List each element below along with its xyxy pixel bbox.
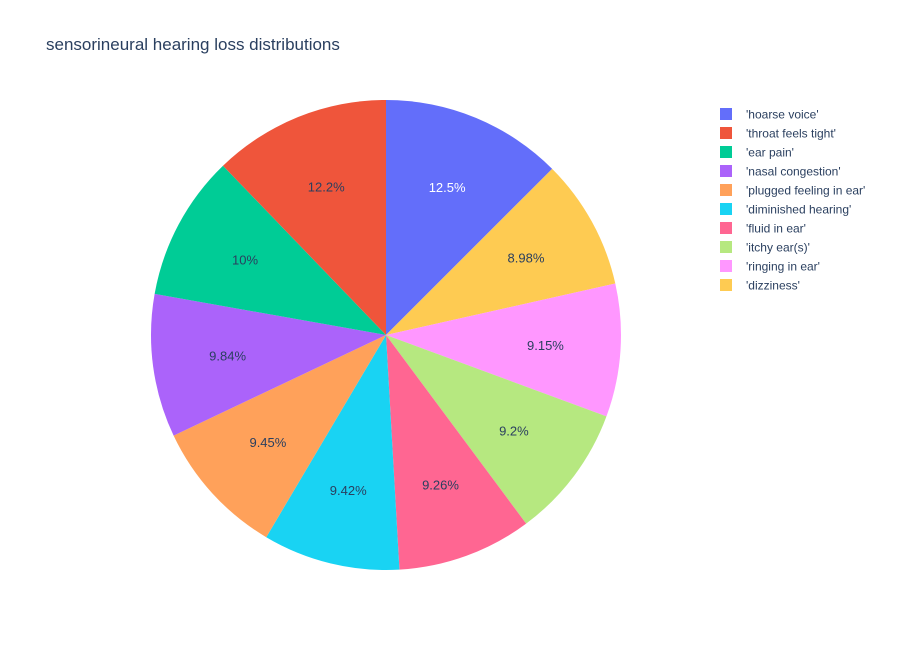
legend-swatch [720,146,732,158]
legend-label: 'hoarse voice' [746,108,819,122]
pie-slice[interactable] [386,335,527,570]
legend-item[interactable]: 'ringing in ear' [720,260,820,274]
pie-slice[interactable] [386,168,616,335]
slice-label: 9.2% [499,423,529,438]
legend-swatch [720,279,732,291]
pie-slices [151,99,622,571]
pie-slice[interactable] [154,165,386,335]
pie-slice[interactable] [386,335,607,524]
pie-slice[interactable] [386,283,622,417]
slice-label: 10% [232,252,258,267]
legend-swatch [720,203,732,215]
legend-label: 'diminished hearing' [746,203,851,217]
legend-swatch [720,165,732,177]
slice-label: 9.45% [249,435,286,450]
legend[interactable]: 'hoarse voice' 'throat feels tight' 'ear p… [720,108,865,293]
legend-item[interactable]: 'dizziness' [720,279,800,293]
pie-slice[interactable] [386,100,553,335]
pie-slice[interactable] [173,335,386,538]
slice-label: 9.84% [209,349,246,364]
legend-item[interactable]: 'nasal congestion' [720,165,841,179]
legend-label: 'itchy ear(s)' [746,241,810,255]
legend-item[interactable]: 'hoarse voice' [720,108,819,122]
legend-swatch [720,241,732,253]
chart-title: sensorineural hearing loss distributions [46,35,340,54]
legend-swatch [720,260,732,272]
pie-slice[interactable] [266,335,400,571]
legend-swatch [720,222,732,234]
legend-item[interactable]: 'ear pain' [720,146,794,160]
legend-label: 'nasal congestion' [746,165,841,179]
legend-item[interactable]: 'itchy ear(s)' [720,241,810,255]
legend-label: 'plugged feeling in ear' [746,184,865,198]
slice-label: 8.98% [508,250,545,265]
legend-item[interactable]: 'plugged feeling in ear' [720,184,865,198]
legend-item[interactable]: 'throat feels tight' [720,127,836,141]
slice-label: 9.42% [330,483,367,498]
legend-label: 'ringing in ear' [746,260,820,274]
pie-labels: 12.5% 8.98% 9.15% 9.2% 9.26% 9.42% 9.45% 9.84% 1… [209,179,564,497]
legend-label: 'throat feels tight' [746,127,836,141]
legend-label: 'ear pain' [746,146,794,160]
pie-slice[interactable] [151,293,386,436]
pie-slice[interactable] [222,99,386,335]
slice-label: 9.26% [422,478,459,493]
slice-label: 9.15% [527,338,564,353]
legend-item[interactable]: 'diminished hearing' [720,203,851,217]
legend-label: 'fluid in ear' [746,222,806,236]
legend-label: 'dizziness' [746,279,800,293]
legend-swatch [720,108,732,120]
slice-label: 12.5% [429,180,466,195]
legend-item[interactable]: 'fluid in ear' [720,222,806,236]
legend-swatch [720,184,732,196]
legend-swatch [720,127,732,139]
slice-label: 12.2% [308,179,345,194]
